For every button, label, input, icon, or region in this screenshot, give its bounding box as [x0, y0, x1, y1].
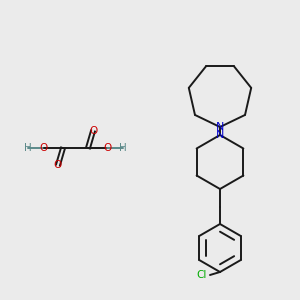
- Text: N: N: [216, 122, 224, 132]
- Text: O: O: [89, 126, 97, 136]
- Text: O: O: [40, 143, 48, 153]
- Text: Cl: Cl: [197, 270, 207, 280]
- Text: O: O: [103, 143, 111, 153]
- Text: O: O: [54, 160, 62, 170]
- Text: N: N: [216, 130, 224, 140]
- Text: H: H: [119, 143, 127, 153]
- Text: H: H: [24, 143, 32, 153]
